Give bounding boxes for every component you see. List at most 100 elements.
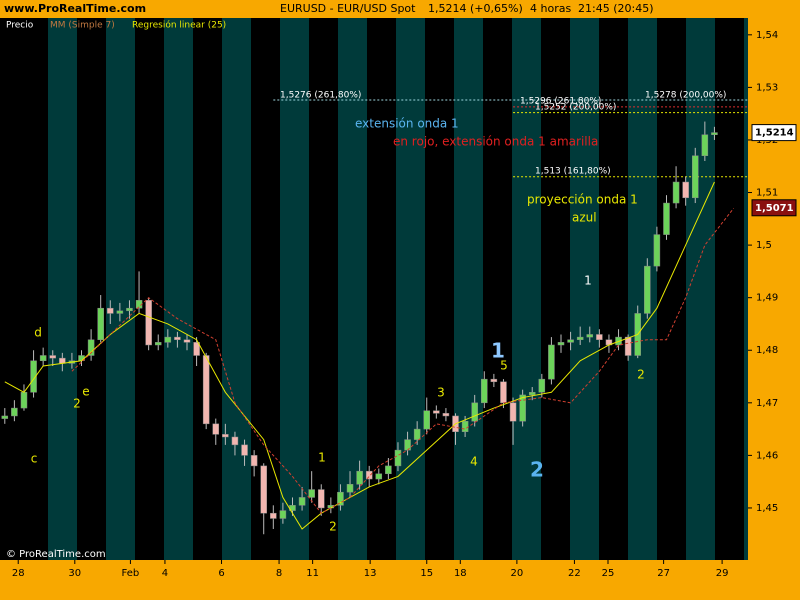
x-tick-label: Feb	[122, 568, 140, 579]
candle-body	[39, 355, 47, 362]
x-tick-label: 6	[218, 568, 224, 579]
candle-body	[164, 336, 172, 343]
candle-body	[20, 392, 28, 409]
wave-label: 2	[329, 520, 337, 534]
day-band	[570, 18, 599, 560]
candle-body	[433, 410, 440, 414]
candle-body	[375, 473, 383, 480]
candle-body	[557, 342, 565, 346]
price-tag	[751, 124, 797, 142]
x-tick-label: 28	[12, 568, 25, 579]
candle-body	[260, 465, 267, 514]
x-tick-label: 18	[454, 568, 467, 579]
candle-body	[692, 155, 699, 199]
wave-label: 1	[584, 274, 592, 288]
price-tag	[751, 199, 797, 217]
price: 1,5214 (+0,65%)	[428, 2, 523, 15]
candle-body	[471, 402, 478, 422]
candle-body	[107, 307, 114, 314]
level-label: 1,5278 (200,00%)	[645, 91, 726, 101]
period: 4 horas	[530, 2, 571, 15]
x-tick-label: 30	[68, 568, 81, 579]
wave-label: 4	[470, 455, 478, 469]
price-tag-label: 1,5214	[755, 128, 794, 139]
candle-body	[365, 470, 373, 480]
y-tick-label: 1,51	[756, 188, 778, 199]
level-label: 1,513 (161,80%)	[535, 167, 611, 177]
legend-entry: MM (Simple 7)	[50, 21, 115, 31]
annotation: extensión onda 1	[355, 117, 459, 131]
day-band	[280, 18, 309, 560]
annotation: proyección onda 1	[527, 193, 638, 207]
day-band	[222, 18, 251, 560]
day-band	[686, 18, 715, 560]
candle-body	[490, 378, 498, 383]
candle-body	[519, 394, 526, 422]
candle-body	[481, 378, 488, 404]
candle-body	[346, 484, 354, 493]
y-tick-label: 1,45	[756, 503, 778, 514]
title: EURUSD - EUR/USD Spot	[280, 2, 416, 15]
candle-body	[145, 300, 152, 346]
y-tick-label: 1,5	[756, 240, 772, 251]
y-tick-label: 1,53	[756, 82, 778, 93]
day-band	[106, 18, 135, 560]
candle-body	[11, 407, 18, 417]
candle-body	[653, 234, 661, 267]
day-band	[396, 18, 425, 560]
x-tick-label: 25	[602, 568, 615, 579]
x-tick-label: 4	[162, 568, 168, 579]
legend-entry: Regresión linear (25)	[132, 20, 226, 31]
legend-entry: Precio	[6, 21, 34, 31]
candle-body	[174, 336, 181, 340]
candle-body	[644, 265, 651, 314]
level-label: 1,5296 (261,80%)	[520, 97, 601, 107]
time: 21:45 (20:45)	[578, 2, 653, 15]
candle-body	[193, 342, 200, 356]
day-band	[48, 18, 77, 560]
day-band	[454, 18, 483, 560]
candle-body	[241, 444, 248, 456]
indicator-line	[4, 181, 715, 530]
candle-body	[116, 310, 124, 314]
x-tick-label: 11	[306, 568, 319, 579]
candle-body	[500, 381, 507, 404]
candle-body	[394, 449, 402, 467]
wave-label: 2	[530, 458, 544, 482]
candle-body	[586, 334, 594, 338]
candle-body	[97, 307, 104, 340]
wave-label: 2	[637, 368, 645, 382]
wave-label: 5	[500, 359, 508, 373]
level-label: 1,5276 (261,80%)	[280, 91, 361, 101]
candle-body	[423, 410, 430, 430]
candle-body	[672, 181, 680, 204]
wave-label: c	[31, 452, 38, 466]
x-tick-label: 22	[568, 568, 581, 579]
candle-body	[250, 455, 258, 467]
candle-body	[385, 465, 392, 475]
day-band	[164, 18, 193, 560]
candle-body	[87, 339, 95, 356]
annotation: azul	[572, 211, 597, 225]
wave-label: 3	[437, 386, 445, 400]
candle-body	[538, 378, 546, 393]
wave-label: d	[34, 326, 42, 340]
level-label: 1,5252 (200,00%)	[535, 103, 616, 113]
candle-body	[509, 402, 517, 422]
wave-label: 1	[491, 339, 505, 363]
candle-body	[528, 392, 536, 396]
y-tick-label: 1,54	[756, 30, 778, 41]
wave-label: 1	[318, 451, 326, 465]
y-tick-label: 1,47	[756, 398, 778, 409]
candle-body	[663, 202, 670, 235]
day-band	[512, 18, 541, 560]
candle-body	[30, 360, 37, 393]
wave-label: e	[82, 385, 89, 399]
candle-body	[222, 434, 229, 438]
x-tick-label: 20	[511, 568, 524, 579]
candle-body	[318, 489, 325, 509]
wave-label: 2	[73, 397, 81, 411]
candle-body	[596, 334, 603, 340]
candle-body	[270, 512, 277, 519]
